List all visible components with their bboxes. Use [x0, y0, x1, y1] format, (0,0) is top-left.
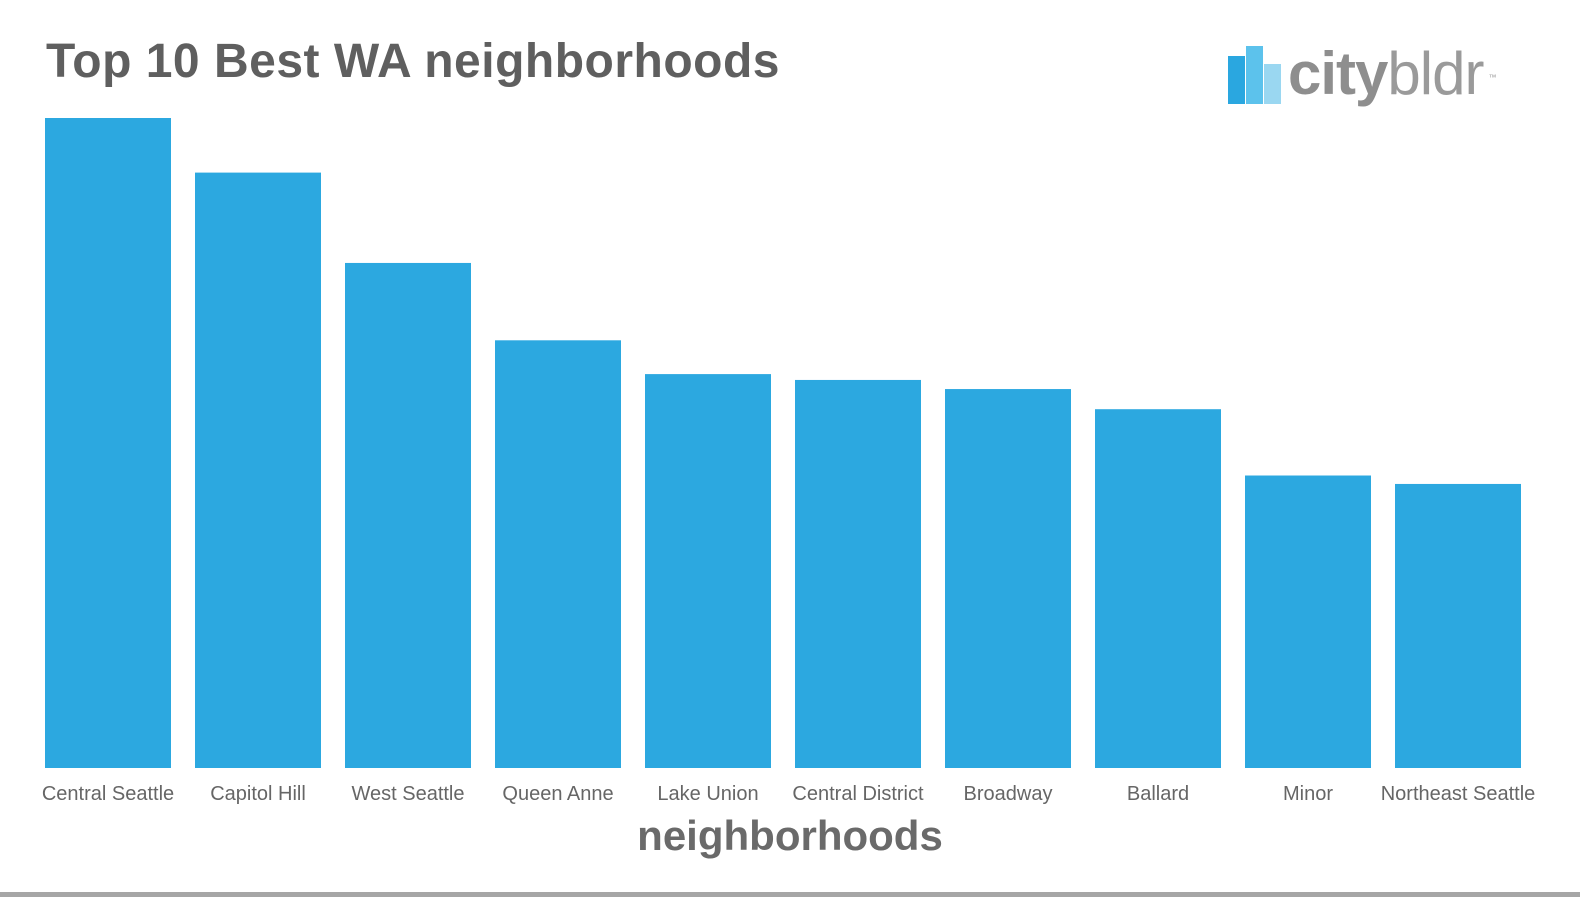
- bar-central-seattle: [45, 118, 171, 768]
- category-labels-group: Central Seattle Capitol Hill West Seattle Q…: [42, 783, 1535, 805]
- category-label: Central Seattle: [42, 783, 174, 805]
- logo-text-city: city: [1288, 40, 1388, 107]
- chart-title: Top 10 Best WA neighborhoods: [46, 35, 780, 88]
- bar-central-district: [795, 379, 921, 768]
- logo-bar: [1264, 64, 1281, 104]
- citybldr-logo: citybldr ™: [1228, 38, 1496, 104]
- bar-ballard: [1095, 409, 1221, 768]
- category-label: Capitol Hill: [210, 783, 306, 805]
- logo-bar: [1228, 56, 1245, 104]
- logo-trademark: ™: [1488, 73, 1496, 82]
- category-label: Lake Union: [657, 783, 758, 805]
- bars-group: [45, 118, 1521, 769]
- logo-bar: [1246, 46, 1263, 104]
- bar-northeast-seattle: [1395, 483, 1521, 768]
- bottom-divider: [0, 892, 1580, 897]
- bar-capitol-hill: [195, 172, 321, 769]
- logo-bars-icon: [1228, 46, 1284, 104]
- bar-queen-anne: [495, 340, 621, 768]
- category-label: Northeast Seattle: [1381, 783, 1536, 805]
- category-label: Central District: [792, 783, 924, 805]
- bar-west-seattle: [345, 262, 471, 768]
- bar-broadway: [945, 389, 1071, 768]
- category-label: Broadway: [964, 783, 1053, 805]
- category-label: West Seattle: [351, 783, 464, 805]
- bar-lake-union: [645, 374, 771, 768]
- logo-text: citybldr ™: [1288, 44, 1496, 104]
- category-label: Minor: [1283, 783, 1333, 805]
- x-axis-label: neighborhoods: [637, 812, 943, 859]
- category-label: Queen Anne: [502, 783, 613, 805]
- category-label: Ballard: [1127, 783, 1189, 805]
- bar-minor: [1245, 475, 1371, 768]
- logo-text-bldr: bldr: [1387, 40, 1484, 107]
